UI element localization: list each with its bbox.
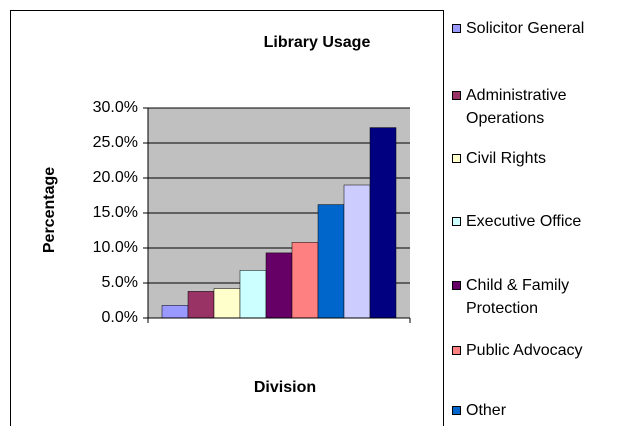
legend-label: Administrative Operations bbox=[466, 87, 567, 127]
legend-item: Executive Office bbox=[452, 210, 617, 233]
legend-label: Civil Rights bbox=[466, 150, 547, 167]
legend-label: Executive Office bbox=[466, 213, 582, 230]
bar bbox=[265, 252, 293, 319]
legend-swatch bbox=[452, 281, 461, 290]
legend-swatch bbox=[452, 406, 461, 415]
bar bbox=[239, 270, 267, 319]
bar bbox=[187, 291, 215, 319]
chart-title: Library Usage bbox=[264, 34, 371, 51]
y-tick-label: 30.0% bbox=[93, 99, 138, 116]
y-axis-label: Percentage bbox=[41, 167, 58, 253]
legend-swatch bbox=[452, 154, 461, 163]
y-tick-label: 20.0% bbox=[93, 169, 138, 186]
legend-label: Other bbox=[466, 402, 507, 419]
legend-item: Child & Family Protection bbox=[452, 274, 617, 320]
y-tick-label: 15.0% bbox=[93, 204, 138, 221]
bar bbox=[161, 305, 189, 319]
legend-item: Other bbox=[452, 399, 617, 422]
y-tick-label: 0.0% bbox=[102, 309, 138, 326]
legend-item: Administrative Operations bbox=[452, 84, 617, 130]
legend-label: Solicitor General bbox=[466, 20, 585, 37]
x-axis-label: Division bbox=[254, 379, 316, 396]
legend-swatch bbox=[452, 346, 461, 355]
bar bbox=[343, 184, 371, 319]
legend-swatch bbox=[452, 24, 461, 33]
bar bbox=[291, 242, 319, 319]
legend-label: Child & Family Protection bbox=[466, 277, 570, 317]
legend-swatch bbox=[452, 217, 461, 226]
legend-item: Public Advocacy bbox=[452, 339, 617, 362]
y-tick-label: 5.0% bbox=[102, 274, 138, 291]
legend-label: Public Advocacy bbox=[466, 342, 583, 359]
y-tick-label: 10.0% bbox=[93, 239, 138, 256]
chart-border bbox=[10, 10, 444, 426]
y-tick-label: 25.0% bbox=[93, 134, 138, 151]
legend-item: Solicitor General bbox=[452, 17, 617, 40]
bar bbox=[213, 288, 241, 319]
legend-item: Civil Rights bbox=[452, 147, 617, 170]
bar bbox=[369, 127, 397, 319]
legend-swatch bbox=[452, 91, 461, 100]
bar bbox=[317, 204, 345, 319]
